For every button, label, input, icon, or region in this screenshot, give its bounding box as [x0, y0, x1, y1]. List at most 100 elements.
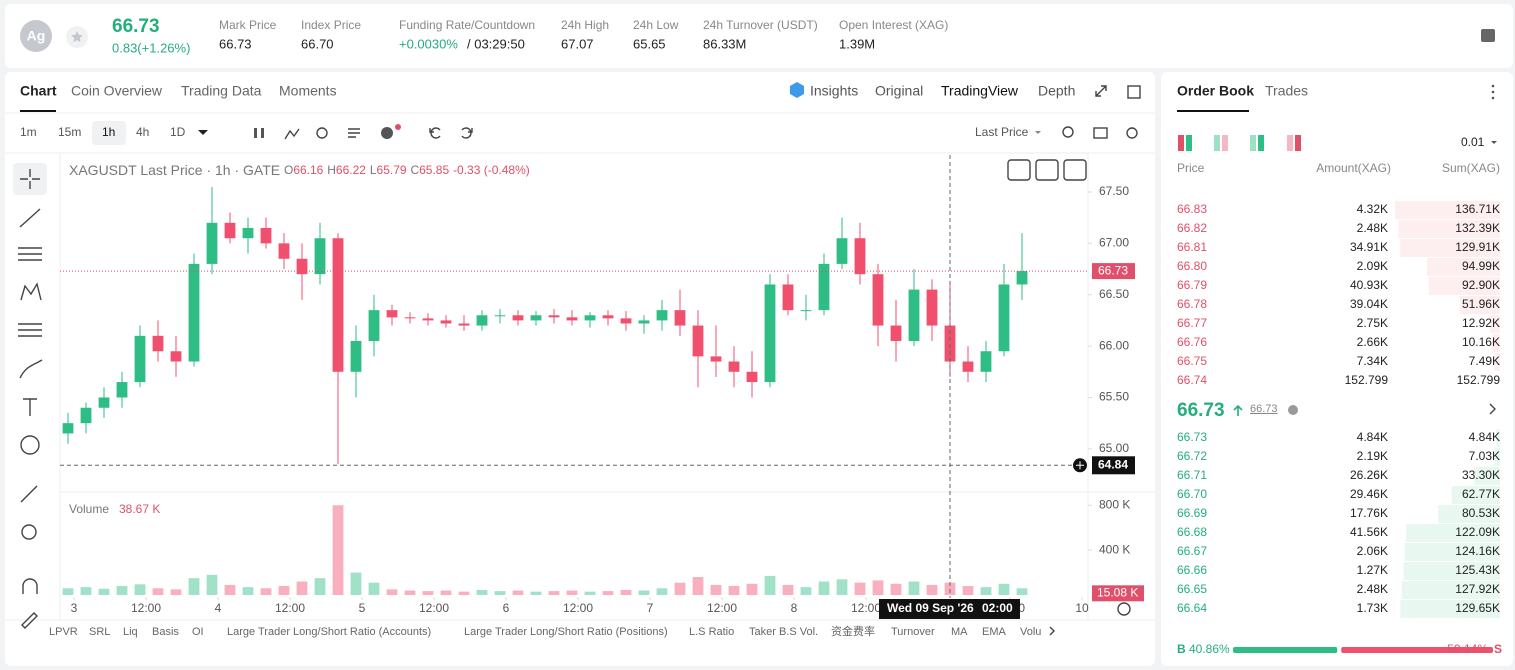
interval[interactable]: 1h: [102, 125, 115, 139]
indicator-tab[interactable]: MA: [951, 626, 968, 638]
indicator-tab[interactable]: 资金费率: [831, 624, 875, 638]
interval[interactable]: 4h: [136, 125, 149, 139]
expand-icon[interactable]: [1095, 85, 1107, 97]
volume-bar: [458, 591, 470, 595]
tab[interactable]: Moments: [279, 83, 337, 99]
layout-icon[interactable]: [1178, 135, 1184, 151]
view-tab[interactable]: Original: [875, 83, 923, 99]
indicator-tab[interactable]: Taker B.S Vol.: [749, 626, 818, 638]
interval[interactable]: 15m: [58, 125, 81, 139]
x-tick-label: 10: [1075, 601, 1089, 615]
volume-bar: [332, 505, 344, 595]
indicator-tab[interactable]: Basis: [152, 626, 179, 638]
layout-icon[interactable]: [1258, 135, 1264, 151]
crosshair-tool[interactable]: [20, 169, 40, 189]
y-tick-label: 65.00: [1099, 441, 1129, 455]
channel-tool[interactable]: [18, 247, 42, 261]
line-tool[interactable]: [19, 208, 41, 228]
text-tool[interactable]: [23, 398, 37, 416]
layout-icon[interactable]: [1287, 135, 1293, 151]
book-amount: 17.76K: [1350, 506, 1388, 520]
add-icon[interactable]: [381, 127, 393, 139]
x-tick-label: 12:00: [851, 601, 881, 615]
book-amount: 2.48K: [1357, 221, 1388, 235]
replay-icon[interactable]: [316, 127, 328, 139]
layout-icon[interactable]: [1295, 135, 1301, 151]
axis-settings[interactable]: [1117, 602, 1131, 616]
book-price: 66.77: [1177, 316, 1207, 330]
indicator-tab[interactable]: Liq: [123, 626, 138, 638]
layout-icon[interactable]: [1214, 135, 1220, 151]
zoom-tool[interactable]: [21, 524, 37, 540]
camera-icon[interactable]: [1093, 127, 1108, 139]
indicator-tab[interactable]: Volu: [1020, 626, 1041, 638]
indicator-tab[interactable]: Large Trader Long/Short Ratio (Positions…: [464, 626, 668, 638]
menu-dot[interactable]: [1491, 96, 1495, 100]
indicator-tab[interactable]: Turnover: [891, 626, 935, 638]
candle-body: [620, 318, 632, 324]
layout-icon[interactable]: [1186, 135, 1192, 151]
interval[interactable]: 1m: [20, 125, 37, 139]
interval[interactable]: 1D: [170, 125, 186, 139]
price-type-select[interactable]: Last Price: [975, 125, 1029, 139]
scroll-right[interactable]: [1049, 626, 1055, 636]
dropdown-arrow[interactable]: [198, 130, 208, 135]
candle-body: [836, 238, 848, 264]
collapse-button[interactable]: [1035, 159, 1059, 181]
chevron[interactable]: [1489, 403, 1496, 415]
depth-bar: [1494, 448, 1500, 466]
fib-tool[interactable]: [18, 323, 42, 337]
undo-icon[interactable]: [429, 127, 441, 139]
view-tab[interactable]: Insights: [810, 83, 858, 99]
indicator-icon[interactable]: [284, 128, 300, 140]
menu-dot[interactable]: [1491, 90, 1495, 94]
depth-bar: [1400, 239, 1500, 257]
template-icon[interactable]: [348, 128, 360, 138]
redo-icon[interactable]: [461, 127, 473, 139]
legend-part: O: [284, 163, 293, 177]
indicator-tab[interactable]: EMA: [982, 626, 1007, 638]
precision-select[interactable]: 0.01: [1461, 135, 1485, 149]
stat-label: 24h Low: [633, 18, 679, 32]
book-amount: 2.66K: [1357, 335, 1388, 349]
book-icon[interactable]: [1481, 29, 1495, 42]
indicator-tab[interactable]: Large Trader Long/Short Ratio (Accounts): [227, 626, 431, 638]
pattern-tool[interactable]: [20, 282, 42, 301]
view-tab[interactable]: Depth: [1038, 83, 1075, 99]
layout-icon[interactable]: [1250, 135, 1256, 151]
candle-body: [440, 320, 452, 324]
candle-body: [350, 340, 362, 372]
book-sum: 7.49K: [1469, 354, 1500, 368]
depth-bar: [1403, 562, 1500, 580]
pen-tool[interactable]: [21, 612, 38, 629]
indicator-tab[interactable]: SRL: [89, 626, 110, 638]
dropdown-arrow[interactable]: [1035, 131, 1041, 134]
ruler-tool[interactable]: [20, 485, 38, 503]
tab[interactable]: Coin Overview: [71, 83, 163, 99]
book-tab[interactable]: Trades: [1265, 83, 1308, 99]
brush-tool[interactable]: [19, 359, 43, 379]
emoji-tool[interactable]: [20, 435, 40, 455]
magnet-tool[interactable]: [22, 578, 38, 594]
indicator-tab[interactable]: OI: [192, 626, 204, 638]
candle-icon[interactable]: [254, 128, 257, 138]
sell-ratio: 59.14%: [1447, 642, 1488, 656]
search-icon[interactable]: [1062, 126, 1074, 138]
sell-key: S: [1494, 642, 1502, 656]
dropdown-arrow[interactable]: [1491, 141, 1497, 144]
scroll-button[interactable]: [1007, 159, 1031, 181]
candle-icon[interactable]: [261, 128, 264, 138]
window-icon[interactable]: [1127, 85, 1141, 99]
menu-dot[interactable]: [1491, 84, 1495, 88]
view-tab[interactable]: TradingView: [941, 83, 1019, 99]
book-tab[interactable]: Order Book: [1177, 83, 1254, 99]
indicator-tab[interactable]: LPVR: [49, 626, 78, 638]
layout-icon[interactable]: [1222, 135, 1228, 151]
tab[interactable]: Trading Data: [181, 83, 262, 99]
volume-bar: [170, 589, 182, 595]
indicator-tab[interactable]: L.S Ratio: [689, 626, 734, 638]
settings-icon[interactable]: [1126, 127, 1138, 139]
tab[interactable]: Chart: [20, 83, 57, 99]
book-sum: 132.39K: [1455, 221, 1500, 235]
refresh-button[interactable]: [1063, 159, 1087, 181]
